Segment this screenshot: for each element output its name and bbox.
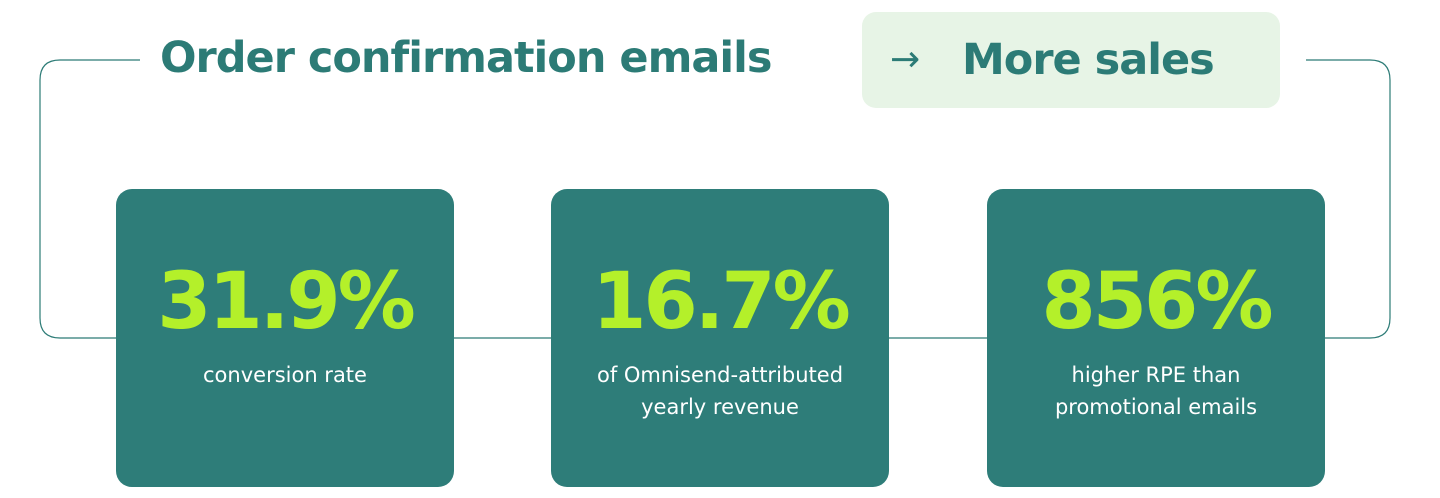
stat-caption-line: of Omnisend-attributed — [596, 363, 844, 387]
stat-card-higher-rpe: 856% higher RPE than promotional emails — [987, 189, 1325, 487]
right-arrow-icon: → — [890, 39, 921, 80]
stat-value: 16.7% — [592, 257, 851, 347]
stat-caption-line: promotional emails — [1054, 395, 1258, 419]
stat-caption-line: higher RPE than — [1071, 363, 1241, 387]
more-sales-badge: → More sales — [862, 12, 1280, 108]
stat-caption: conversion rate — [126, 359, 444, 391]
stat-caption-line: conversion rate — [203, 363, 367, 387]
stat-value: 31.9% — [157, 257, 416, 347]
more-sales-label: More sales — [962, 35, 1215, 85]
page-title: Order confirmation emails — [160, 33, 772, 83]
stat-card-conversion-rate: 31.9% conversion rate — [116, 189, 454, 487]
stat-caption: of Omnisend-attributed yearly revenue — [561, 359, 879, 423]
stat-value: 856% — [1041, 257, 1274, 347]
stat-caption-line: yearly revenue — [641, 395, 799, 419]
stat-card-attributed-revenue: 16.7% of Omnisend-attributed yearly reve… — [551, 189, 889, 487]
stat-caption: higher RPE than promotional emails — [997, 359, 1315, 423]
